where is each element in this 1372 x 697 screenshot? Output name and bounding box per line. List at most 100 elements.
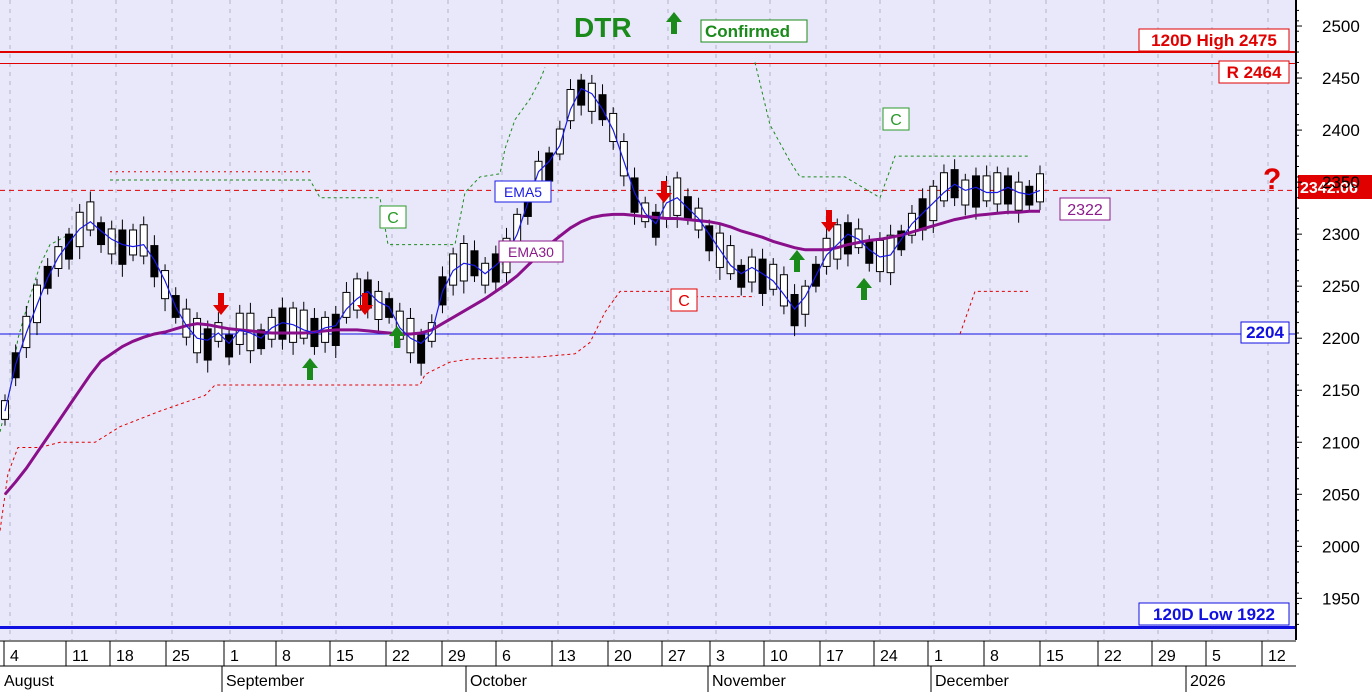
x-tick-label: 6 [502,648,511,665]
month-label: 2026 [1190,673,1226,690]
confirm-c-1-box [379,205,407,229]
candle-body [577,79,586,106]
buy-arrow [302,358,318,380]
y-tick-label: 2050 [1322,485,1360,504]
candle-body [470,250,479,277]
ema5-line [4,87,1041,412]
label-120d-high-box [1138,28,1290,52]
candle-body [449,253,458,286]
buy-arrow [856,278,872,300]
trailing-stop-lower-2 [959,290,1028,335]
candle-body [790,294,799,327]
buy-arrow [789,250,805,272]
candle-body [854,228,863,249]
plot-area [0,0,1296,640]
x-tick-label: 18 [116,648,134,665]
title-up-arrow [666,12,682,34]
ema30-label-box [498,240,564,263]
candle-body [939,172,948,202]
x-tick-label: 12 [1268,648,1286,665]
candle-body [737,264,746,288]
y-tick-label: 2300 [1322,225,1360,244]
candle-body [118,229,127,265]
candle-body [630,177,639,213]
candle-body [779,274,788,307]
label-ema30-value-box [1059,197,1111,221]
x-tick-label: 8 [282,648,291,665]
y-tick-label: 2200 [1322,329,1360,348]
ema5-label-box [494,180,552,203]
x-tick-label: 13 [558,648,576,665]
confirm-c-3: C [678,293,690,310]
label-support-box [1240,321,1290,344]
x-tick-label: 11 [72,648,89,665]
x-tick-label: 10 [770,648,788,665]
candle-body [843,222,852,255]
candle-body [1035,173,1044,203]
candle-body [971,175,980,208]
y-tick-label: 2100 [1322,433,1360,452]
candle-body [86,201,95,231]
label-ema30-value: 2322 [1067,202,1103,219]
month-label: October [470,673,528,690]
candle-body [417,334,426,364]
candle-body [182,308,191,338]
x-tick-label: 22 [392,648,410,665]
confirm-c-3-box [670,288,698,312]
candle-body [139,224,148,257]
y-tick-label: 1950 [1322,589,1360,608]
candle-body [555,128,564,155]
y-tick-label: 2150 [1322,381,1360,400]
candle-body [865,240,874,264]
y-tick-label: 2400 [1322,121,1360,140]
x-tick-label: 25 [172,648,190,665]
last-price-tag [1298,175,1372,199]
x-tick-label: 24 [880,648,898,665]
y-tick-label: 2250 [1322,277,1360,296]
candle-body [353,278,362,311]
y-tick-label: 2350 [1322,173,1360,192]
candle-body [769,263,778,290]
confirm-c-2: C [890,112,902,129]
sell-arrow [821,210,837,232]
confirm-c-2-box [882,107,910,131]
candle-body [886,234,895,274]
chart-title: DTR [574,12,632,43]
label-120d-high: 120D High 2475 [1151,31,1277,50]
candle-body [961,179,970,206]
candle-body [193,317,202,354]
candle-body [1025,185,1034,206]
trailing-stop-upper [110,67,546,246]
x-tick-label: 8 [990,648,999,665]
x-tick-label: 29 [1158,648,1176,665]
y-tick-label: 2500 [1322,17,1360,36]
x-tick-label: 5 [1212,648,1221,665]
month-label: November [712,673,786,690]
x-tick-label: 20 [614,648,632,665]
sell-arrow [656,181,672,203]
candle-body [982,175,991,202]
x-tick-label: 15 [336,648,354,665]
candle-body [214,322,223,342]
ema30-label: EMA30 [508,244,554,260]
candle-body [726,245,735,275]
x-tick-label: 3 [716,648,725,665]
x-tick-label: 4 [10,648,19,665]
candle-body [651,211,660,238]
label-resistance-box [1218,60,1290,84]
label-resistance: R 2464 [1227,63,1282,82]
candle-body [619,141,628,177]
confirm-c-1: C [387,210,399,227]
label-120d-low: 120D Low 1922 [1153,605,1275,624]
x-tick-label: 1 [934,648,943,665]
buy-arrow [389,326,405,348]
sell-arrow [213,293,229,315]
label-support: 2204 [1246,323,1284,342]
candle-body [129,229,138,256]
candle-body [299,309,308,339]
candle-body [609,112,618,143]
x-tick-label: 29 [448,648,466,665]
status-label: Confirmed [705,22,790,41]
